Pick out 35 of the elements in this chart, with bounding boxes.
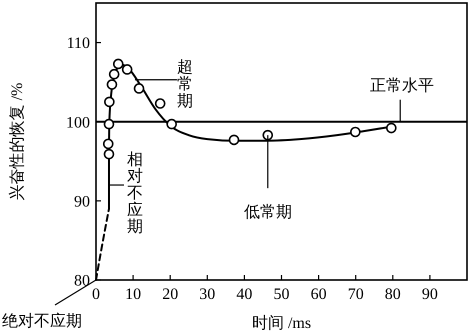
annotation: 低常期 bbox=[244, 203, 292, 222]
annotation: 绝对不应期 bbox=[2, 312, 82, 330]
y-tick-label: 90 bbox=[74, 193, 90, 210]
x-tick-label: 10 bbox=[125, 286, 142, 303]
annotation: 相对不应期 bbox=[126, 150, 143, 236]
point bbox=[154, 98, 166, 109]
x-tick-label: 30 bbox=[199, 286, 216, 303]
point bbox=[166, 118, 177, 130]
point bbox=[104, 96, 115, 108]
x-tick-label: 60 bbox=[310, 286, 327, 303]
point bbox=[104, 148, 114, 160]
point bbox=[108, 68, 120, 80]
x-tick-label: 70 bbox=[348, 286, 364, 303]
x-tick-label: 90 bbox=[422, 286, 438, 303]
point bbox=[104, 118, 114, 130]
point bbox=[350, 126, 361, 138]
point bbox=[102, 138, 114, 150]
y-axis-title: 兴奋性的恢复 /% bbox=[8, 82, 26, 200]
y-tick-label: 80 bbox=[74, 272, 90, 290]
x-axis-title: 时间 /ms bbox=[252, 314, 312, 332]
x-tick-label: 80 bbox=[384, 286, 401, 303]
point bbox=[134, 83, 144, 94]
point bbox=[386, 122, 397, 134]
annotation: 超常期 bbox=[176, 59, 193, 110]
y-tick-label: 100 bbox=[66, 114, 90, 132]
x-tick-label: 40 bbox=[236, 286, 252, 303]
x-tick-label: 50 bbox=[274, 286, 290, 303]
point bbox=[122, 64, 132, 75]
point bbox=[106, 79, 118, 90]
x-tick-label: 0 bbox=[92, 286, 100, 303]
y-tick-label: 110 bbox=[66, 35, 90, 52]
annotation: 正常水平 bbox=[370, 76, 434, 95]
point bbox=[228, 134, 240, 146]
x-tick-label: 20 bbox=[162, 286, 178, 303]
point bbox=[112, 58, 124, 70]
